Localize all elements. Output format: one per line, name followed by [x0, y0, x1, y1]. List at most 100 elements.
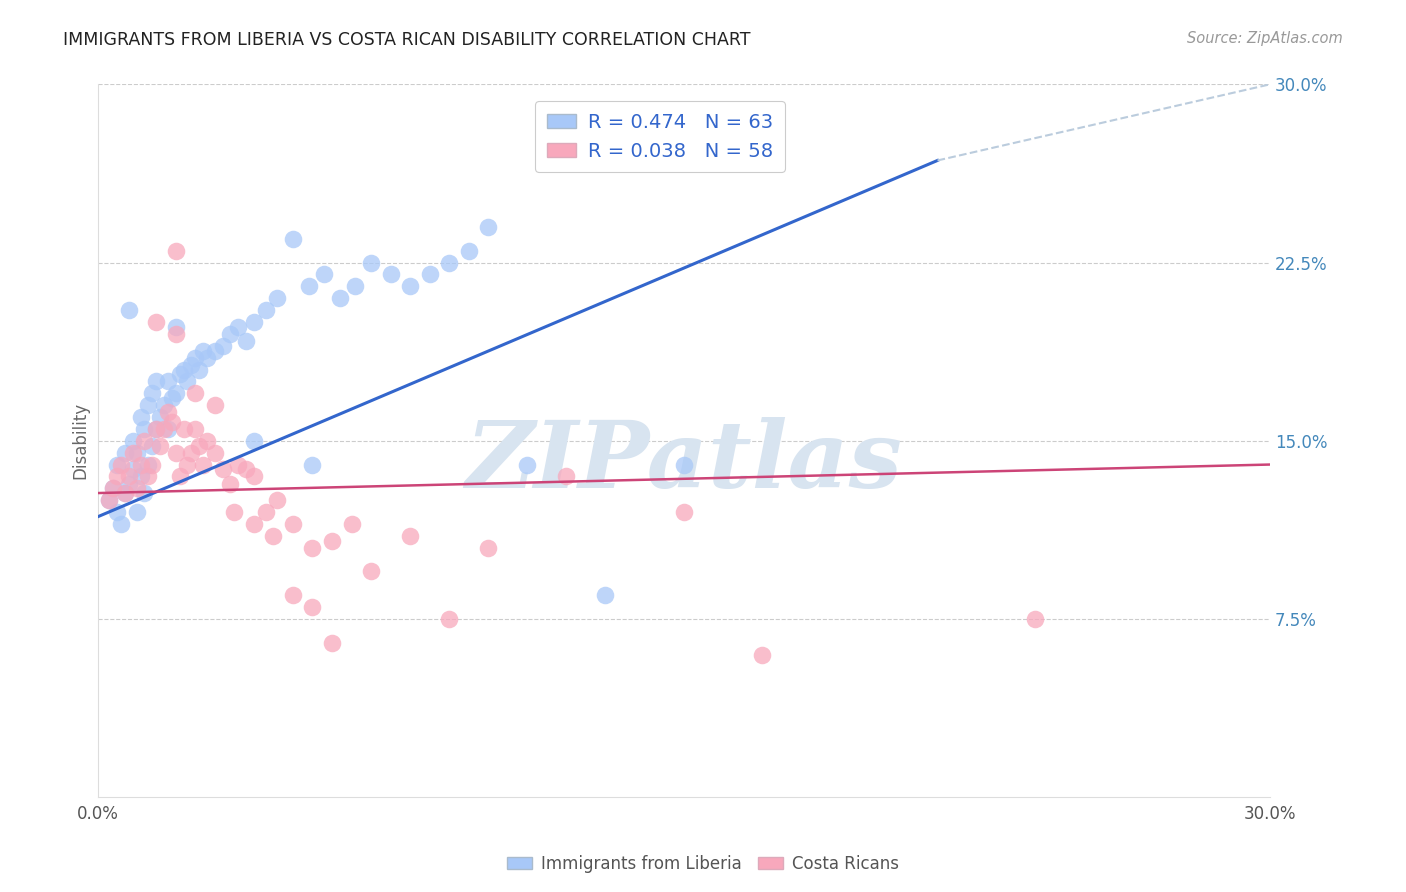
Point [516, 458, 538, 472]
Point [360, 565, 382, 579]
Point [165, 386, 187, 401]
Point [437, 612, 460, 626]
Point [165, 319, 187, 334]
Point [555, 469, 578, 483]
Point [595, 588, 617, 602]
Point [165, 445, 187, 459]
Point [188, 362, 211, 376]
Point [195, 434, 218, 448]
Point [138, 398, 160, 412]
Text: IMMIGRANTS FROM LIBERIA VS COSTA RICAN DISABILITY CORRELATION CHART: IMMIGRANTS FROM LIBERIA VS COSTA RICAN D… [63, 31, 751, 49]
Point [141, 386, 163, 401]
Point [191, 343, 214, 358]
Point [226, 319, 249, 334]
Point [98, 493, 121, 508]
Point [110, 516, 132, 531]
Point [297, 279, 319, 293]
Point [125, 505, 148, 519]
Point [160, 415, 183, 429]
Y-axis label: Disability: Disability [72, 402, 89, 479]
Point [145, 422, 167, 436]
Point [118, 303, 141, 318]
Point [114, 486, 136, 500]
Point [156, 375, 179, 389]
Point [176, 375, 198, 389]
Point [301, 541, 323, 555]
Point [141, 458, 163, 472]
Point [477, 219, 499, 234]
Point [134, 434, 156, 448]
Point [204, 398, 226, 412]
Point [121, 445, 143, 459]
Point [204, 343, 226, 358]
Text: ZIPatlas: ZIPatlas [465, 417, 903, 508]
Point [672, 505, 695, 519]
Point [125, 29, 148, 44]
Point [224, 505, 246, 519]
Point [121, 462, 143, 476]
Point [184, 422, 207, 436]
Point [321, 533, 343, 548]
Point [457, 244, 479, 258]
Point [114, 445, 136, 459]
Point [751, 648, 773, 662]
Point [176, 458, 198, 472]
Point [477, 541, 499, 555]
Point [266, 493, 288, 508]
Point [169, 368, 191, 382]
Point [235, 462, 257, 476]
Point [184, 351, 207, 365]
Point [380, 268, 402, 282]
Point [129, 469, 152, 483]
Point [301, 600, 323, 615]
Point [340, 516, 363, 531]
Point [121, 434, 143, 448]
Point [399, 279, 422, 293]
Point [211, 339, 233, 353]
Point [219, 476, 242, 491]
Legend: Immigrants from Liberia, Costa Ricans: Immigrants from Liberia, Costa Ricans [501, 848, 905, 880]
Point [254, 303, 277, 318]
Point [98, 493, 121, 508]
Point [281, 588, 304, 602]
Point [243, 315, 266, 329]
Point [165, 244, 187, 258]
Point [149, 438, 172, 452]
Legend: R = 0.474   N = 63, R = 0.038   N = 58: R = 0.474 N = 63, R = 0.038 N = 58 [536, 102, 785, 172]
Point [153, 398, 176, 412]
Point [145, 375, 167, 389]
Point [329, 291, 352, 305]
Point [129, 410, 152, 425]
Point [160, 391, 183, 405]
Point [281, 516, 304, 531]
Text: Source: ZipAtlas.com: Source: ZipAtlas.com [1187, 31, 1343, 46]
Point [314, 268, 336, 282]
Point [195, 351, 218, 365]
Point [125, 445, 148, 459]
Point [437, 255, 460, 269]
Point [103, 481, 125, 495]
Point [165, 326, 187, 341]
Point [105, 469, 128, 483]
Point [301, 458, 323, 472]
Point [103, 481, 125, 495]
Point [118, 469, 141, 483]
Point [191, 458, 214, 472]
Point [114, 486, 136, 500]
Point [399, 529, 422, 543]
Point [1024, 612, 1046, 626]
Point [281, 232, 304, 246]
Point [173, 422, 195, 436]
Point [360, 255, 382, 269]
Point [254, 505, 277, 519]
Point [180, 445, 202, 459]
Point [204, 445, 226, 459]
Point [266, 291, 288, 305]
Point [226, 458, 249, 472]
Point [145, 422, 167, 436]
Point [129, 458, 152, 472]
Point [141, 438, 163, 452]
Point [243, 434, 266, 448]
Point [134, 422, 156, 436]
Point [211, 462, 233, 476]
